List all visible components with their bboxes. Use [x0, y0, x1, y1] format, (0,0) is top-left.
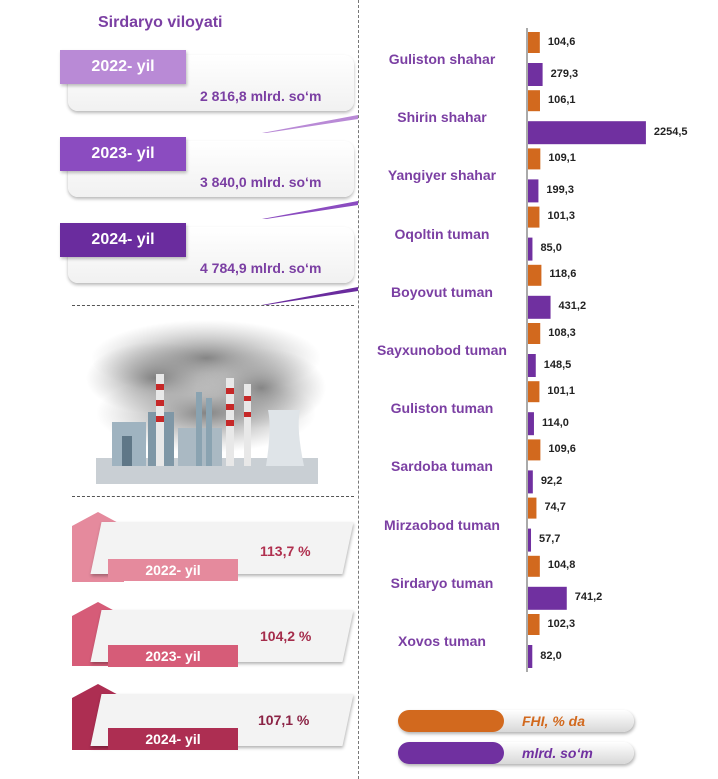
legend-label: mlrd. so‘m	[522, 745, 593, 761]
bar-volume	[528, 179, 539, 203]
bar-fhi	[528, 206, 540, 228]
district-label: Yangiyer shahar	[387, 167, 497, 184]
growth-value: 104,2 %	[260, 628, 312, 644]
horizontal-divider	[72, 496, 354, 497]
volume-value: 3 840,0 mlrd. so‘m	[200, 174, 322, 190]
legend-swatch	[398, 710, 504, 732]
year-tab: 2023- yil	[60, 137, 186, 171]
ribbon-fold	[262, 287, 358, 305]
horizontal-divider	[72, 305, 354, 306]
bar-value-fhi: 118,6	[549, 268, 577, 281]
bar-value-fhi: 106,1	[547, 93, 576, 106]
bar-value-fhi: 102,3	[547, 617, 576, 630]
district-label: Sayxunobod tuman	[377, 342, 507, 358]
bar-volume	[528, 412, 534, 436]
year-tab: 2022- yil	[60, 50, 186, 84]
legend-item-volume: mlrd. so‘m	[398, 742, 634, 764]
ribbon-fold	[262, 115, 358, 133]
bar-fhi	[528, 148, 541, 170]
bar-volume	[528, 586, 567, 610]
legend-item-fhi: FHI, % da	[398, 710, 634, 732]
district-label: Mirzaobod tuman	[384, 516, 500, 533]
volume-value: 2 816,8 mlrd. so‘m	[200, 88, 322, 104]
bar-value-fhi: 104,8	[547, 559, 576, 572]
year-tab: 2024- yil	[60, 223, 186, 257]
volume-value: 4 784,9 mlrd. so‘m	[200, 260, 322, 276]
bar-volume	[528, 295, 551, 319]
legend-label: FHI, % da	[522, 713, 586, 729]
district-label: Boyovut tuman	[391, 283, 493, 300]
bar-value-volume: 199,3	[546, 183, 574, 196]
bar-volume	[528, 237, 533, 261]
bar-fhi	[528, 32, 540, 53]
bar-value-fhi: 104,6	[547, 35, 576, 48]
bar-value-volume: 741,2	[574, 591, 603, 604]
bar-fhi	[528, 381, 540, 403]
ribbon-fold	[262, 201, 358, 219]
bar-value-fhi: 108,3	[548, 326, 576, 339]
bar-value-volume: 92,2	[540, 474, 563, 487]
bar-value-fhi: 109,1	[548, 151, 576, 164]
bar-fhi	[528, 614, 540, 635]
district-label: Oqoltin tuman	[394, 225, 490, 242]
bar-volume	[528, 470, 533, 494]
bar-volume	[528, 354, 536, 377]
bar-value-volume: 279,3	[550, 67, 579, 80]
district-label: Xovos tuman	[398, 633, 486, 649]
bar-value-volume: 2254,5	[653, 125, 688, 138]
bar-value-volume: 85,0	[540, 242, 562, 255]
region-title: Sirdaryo viloyati	[98, 14, 223, 31]
district-label: Shirin shahar	[397, 109, 487, 126]
factory-illustration	[86, 320, 326, 484]
year-label: 2024- yil	[108, 728, 238, 750]
bar-fhi	[528, 90, 540, 112]
bar-fhi	[528, 439, 541, 461]
bar-fhi	[528, 497, 537, 519]
district-label: Sardoba tuman	[391, 458, 493, 475]
district-label: Guliston tuman	[390, 400, 494, 417]
bar-fhi	[528, 264, 542, 286]
legend-swatch	[398, 742, 504, 764]
vertical-divider	[358, 0, 359, 779]
bar-fhi	[528, 323, 541, 344]
bar-volume	[528, 528, 532, 552]
bar-value-volume: 148,5	[543, 358, 572, 371]
bar-value-fhi: 74,7	[544, 501, 566, 514]
year-label: 2022- yil	[108, 559, 238, 581]
bar-value-fhi: 101,3	[547, 210, 575, 223]
bar-value-fhi: 109,6	[548, 442, 576, 455]
bar-value-volume: 114,0	[541, 416, 569, 429]
bar-value-volume: 431,2	[558, 300, 587, 313]
bar-volume	[528, 645, 533, 668]
growth-value: 113,7 %	[260, 543, 311, 559]
district-label: Guliston shahar	[388, 51, 496, 67]
growth-value: 107,1 %	[258, 712, 310, 728]
bar-value-volume: 82,0	[540, 649, 562, 662]
bar-value-fhi: 101,1	[547, 384, 575, 397]
district-label: Sirdaryo tuman	[390, 574, 494, 591]
bar-volume	[528, 63, 543, 86]
bar-fhi	[528, 555, 540, 577]
bar-volume	[528, 121, 646, 145]
bar-value-volume: 57,7	[539, 533, 561, 546]
year-label: 2023- yil	[108, 645, 238, 667]
